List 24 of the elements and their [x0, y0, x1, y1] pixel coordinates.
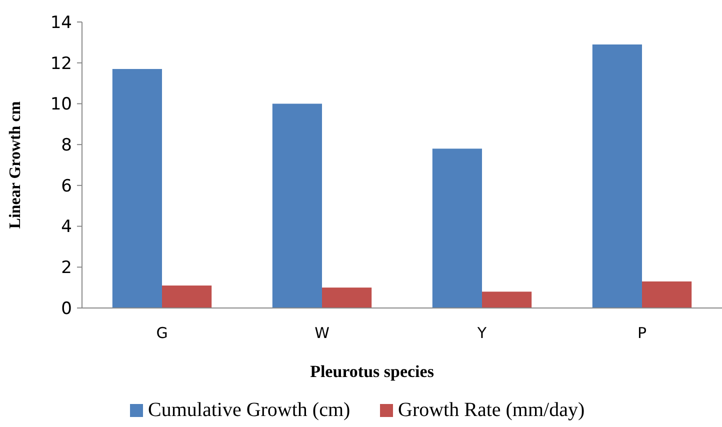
legend-label: Cumulative Growth (cm): [148, 399, 350, 421]
y-tick-label: 0: [61, 298, 72, 319]
y-axis-title: Linear Growth cm: [7, 100, 24, 229]
x-tick-label: W: [314, 324, 330, 342]
x-tick-label: P: [637, 324, 647, 342]
y-tick-label: 12: [50, 54, 72, 74]
y-tick-label: 4: [61, 217, 72, 238]
x-tick-label: G: [156, 324, 168, 342]
bar: [322, 288, 372, 308]
legend-label: Growth Rate (mm/day): [398, 399, 585, 421]
bar: [162, 286, 212, 308]
y-tick-label: 8: [61, 136, 72, 156]
x-tick-label: Y: [476, 324, 488, 342]
bar: [112, 68, 162, 308]
y-tick-label: 2: [61, 258, 72, 278]
bar: [592, 44, 642, 308]
y-tick-label: 14: [50, 12, 72, 33]
bar: [432, 148, 482, 308]
bar: [272, 104, 322, 308]
bar: [482, 292, 532, 308]
x-axis-title: Pleurotus species: [310, 362, 434, 381]
y-tick-label: 10: [50, 94, 72, 115]
bar: [642, 281, 692, 308]
y-tick-label: 6: [61, 176, 72, 196]
